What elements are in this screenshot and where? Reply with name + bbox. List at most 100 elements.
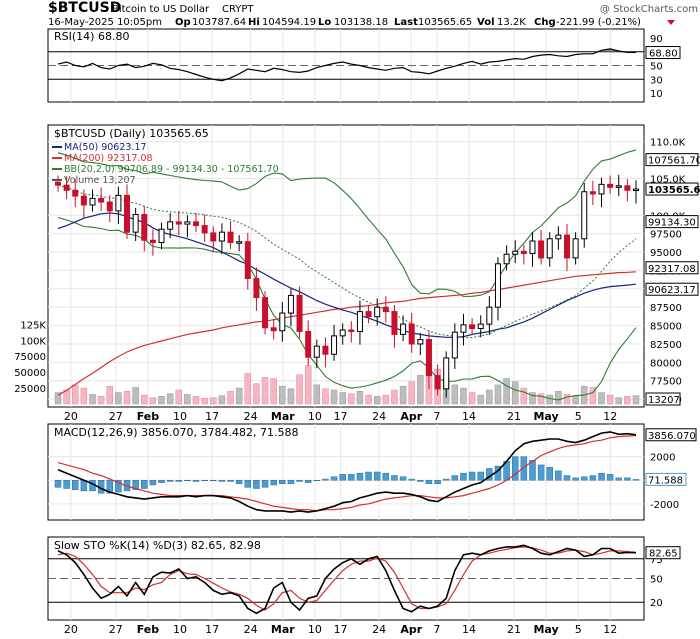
rsi-tick-label: 30 <box>650 75 663 86</box>
price-tick-label: 85000 <box>650 322 682 333</box>
rsi-title: RSI(14) 68.80 <box>54 30 129 43</box>
macd-histogram-bar <box>330 476 338 481</box>
macd-histogram-bar <box>218 480 226 482</box>
x-tick-label: 7 <box>433 410 440 423</box>
candle-body <box>374 306 381 318</box>
volume-bar <box>313 384 321 405</box>
macd-histogram-bar <box>201 480 208 482</box>
macd-hist-label: 71.588 <box>648 475 683 486</box>
candle-body <box>313 345 320 358</box>
macd-histogram-bar <box>270 480 277 486</box>
volume-bar <box>382 394 390 405</box>
x-tick-label: 10 <box>173 623 187 636</box>
volume-bar <box>391 389 398 405</box>
volume-bar <box>486 389 493 405</box>
volume-bar <box>632 395 640 405</box>
sto-current-label: 82.65 <box>649 549 678 560</box>
volume-bar <box>54 392 62 405</box>
legend-entry: Volume 13,207 <box>64 175 136 186</box>
volume-bar <box>132 387 139 405</box>
volume-bar <box>261 376 269 405</box>
macd-histogram-bar <box>149 480 157 486</box>
macd-histogram-bar <box>356 472 364 481</box>
candle-body <box>633 188 639 192</box>
volume-tick-label: 25000 <box>14 384 46 395</box>
vol-label: Vol <box>477 17 495 28</box>
volume-bar <box>624 396 631 405</box>
x-tick-label: 10 <box>173 410 187 423</box>
price-value-box <box>645 153 699 167</box>
x-tick-label: Mar <box>271 623 295 636</box>
last-value: 103565.65 <box>418 17 472 28</box>
macd-histogram-bar <box>529 459 536 481</box>
candle-body <box>356 311 363 332</box>
macd-histogram-bar <box>210 480 217 482</box>
volume-bar <box>529 392 536 405</box>
volume-bar <box>244 373 252 405</box>
price-value-box <box>645 215 699 229</box>
x-tick-label: 21 <box>507 410 521 423</box>
macd-histogram-bar <box>546 467 553 481</box>
candle-body <box>434 375 441 390</box>
candle-body <box>460 324 467 333</box>
candle-body <box>451 331 458 359</box>
volume-bar <box>417 375 424 405</box>
volume-bar <box>184 394 191 405</box>
volume-bar <box>348 393 355 405</box>
x-tick-label: 7 <box>433 623 440 636</box>
macd-histogram-bar <box>555 470 562 481</box>
candle-body <box>55 181 61 186</box>
volume-bar <box>589 387 597 405</box>
volume-bar <box>304 365 312 405</box>
volume-bar <box>520 387 528 405</box>
down-arrow-icon <box>667 20 675 25</box>
candle-body <box>624 185 631 191</box>
macd-histogram-bar <box>132 480 139 490</box>
volume-bar <box>511 381 519 405</box>
macd-histogram-bar <box>399 476 407 481</box>
last-label: Last <box>394 17 418 28</box>
x-tick-label: 24 <box>372 410 386 423</box>
price-title: $BTCUSD (Daily) 103565.65 <box>54 127 209 140</box>
price-panel <box>47 124 645 408</box>
macd-histogram-bar <box>468 471 476 481</box>
x-tick-label: May <box>533 623 558 636</box>
x-tick-label: 17 <box>205 623 219 636</box>
volume-layer <box>54 364 640 405</box>
x-tick-label: May <box>533 410 558 423</box>
candle-body <box>270 327 277 332</box>
macd-histogram-bar <box>382 472 390 481</box>
macd-histogram-bar <box>244 480 252 488</box>
candle-body <box>469 324 476 330</box>
hi-label: Hi <box>248 17 260 28</box>
price-tick-label: 77500 <box>650 377 682 388</box>
macd-histogram-bar <box>322 478 329 481</box>
price-tick-label: 110.0K <box>650 138 686 149</box>
price-tick-label: 105.0K <box>650 174 686 185</box>
macd-histogram-bar <box>261 480 269 488</box>
rsi-current-label: 68.80 <box>649 49 678 60</box>
macd-histogram-bar <box>632 479 640 481</box>
candle-body <box>227 231 234 243</box>
macd-histogram-bar <box>598 472 605 481</box>
price-tick-label: 82500 <box>650 340 682 351</box>
macd-histogram-bar <box>425 480 433 485</box>
macd-histogram-bar <box>365 471 372 481</box>
grid-layer <box>48 29 644 620</box>
sto-tick-label: 50 <box>650 575 663 586</box>
macd-histogram-bar <box>434 480 441 485</box>
volume-bar <box>555 391 562 405</box>
volume-bar <box>287 388 295 405</box>
x-tick-label: Feb <box>137 623 160 636</box>
x-tick-label: Apr <box>400 410 422 423</box>
macd-histogram-bar <box>373 471 381 481</box>
volume-current-label: 13207 <box>648 395 680 406</box>
macd-histogram-bar <box>304 480 312 483</box>
candle-body <box>262 297 269 329</box>
candle-body <box>348 329 355 332</box>
macd-histogram-bar <box>606 474 614 481</box>
macd-histogram-bar <box>296 480 303 482</box>
quote-date: 16-May-2025 10:05pm <box>48 17 162 28</box>
x-tick-label: 17 <box>205 410 219 423</box>
price-value-label: 90623.17 <box>648 285 696 296</box>
